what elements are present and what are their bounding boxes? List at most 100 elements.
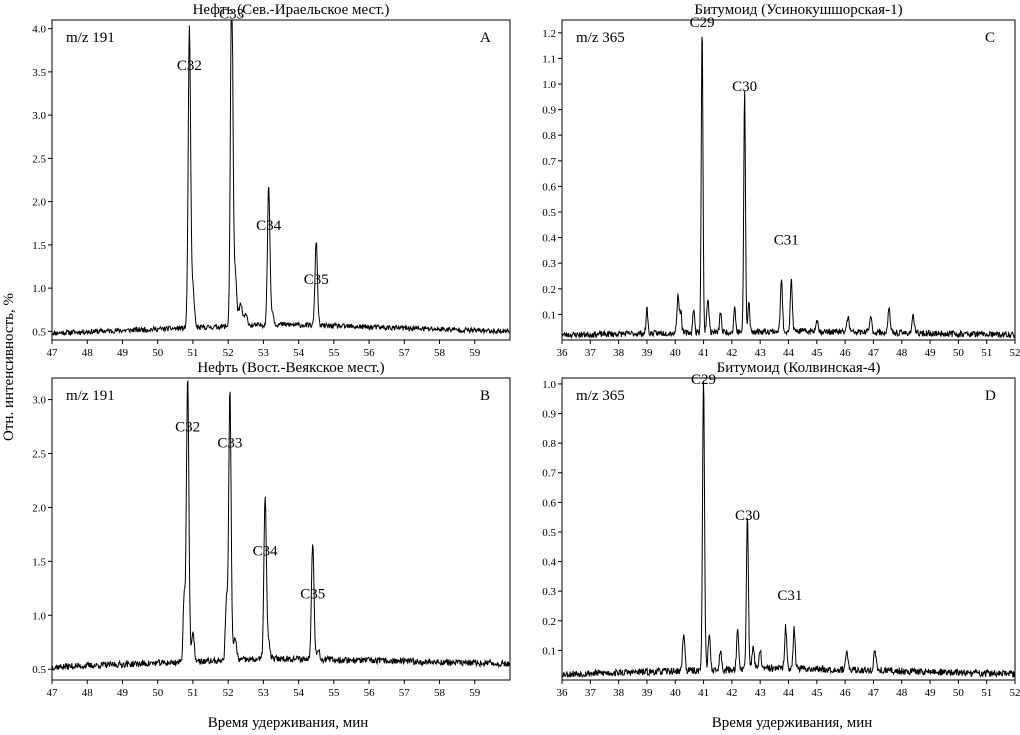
y-tick-label: 1.0	[32, 283, 46, 295]
panel-title: Нефть (Вост.-Веякское мест.)	[197, 360, 384, 376]
x-tick-label: 36	[557, 687, 569, 699]
y-tick-label: 2.5	[32, 153, 46, 165]
x-tick-label: 55	[328, 347, 340, 359]
y-tick-label: 1.5	[32, 556, 46, 568]
x-tick-label: 40	[670, 687, 682, 699]
x-tick-label: 42	[726, 687, 737, 699]
x-tick-label: 47	[47, 687, 59, 699]
peak-label-c33: C33	[217, 436, 242, 452]
x-tick-label: 53	[258, 687, 270, 699]
y-tick-label: 3.0	[32, 110, 46, 122]
peak-label-c29: C29	[691, 372, 716, 388]
x-tick-label: 51	[981, 687, 992, 699]
x-tick-label: 54	[293, 687, 305, 699]
peak-label-c35: C35	[300, 587, 325, 603]
peak-label-c34: C34	[256, 218, 282, 234]
peak-label-c30: C30	[732, 79, 757, 95]
x-tick-label: 40	[670, 347, 682, 359]
x-tick-label: 49	[117, 687, 129, 699]
panel-title: Нефть (Сев.-Ираельское мест.)	[193, 2, 390, 18]
x-tick-label: 46	[840, 347, 852, 359]
plot-frame	[561, 19, 1016, 341]
x-tick-label: 44	[783, 347, 795, 359]
x-tick-label: 50	[953, 347, 965, 359]
y-tick-label: 0.8	[542, 130, 556, 142]
x-tick-label: 51	[187, 687, 198, 699]
chromatogram-trace	[561, 380, 1016, 679]
x-tick-label: 36	[557, 347, 569, 359]
x-tick-label: 39	[641, 687, 653, 699]
x-tick-label: 52	[223, 687, 234, 699]
x-tick-label: 50	[953, 687, 965, 699]
y-axis-title: Отн. интенсивность, %	[1, 293, 17, 441]
y-tick-label: 3.5	[32, 67, 46, 79]
y-tick-label: 1.0	[542, 79, 556, 91]
x-tick-label: 45	[811, 347, 823, 359]
x-tick-label: 49	[925, 687, 937, 699]
ion-label: m/z 191	[66, 388, 115, 404]
y-tick-label: 2.5	[32, 449, 46, 461]
x-tick-label: 58	[434, 687, 446, 699]
peak-label-c30: C30	[735, 508, 760, 524]
panel-title: Битумоид (Усинокушшорская-1)	[694, 2, 902, 18]
y-tick-label: 0.3	[542, 586, 556, 598]
x-tick-label: 50	[152, 347, 164, 359]
x-tick-label: 48	[82, 687, 94, 699]
chromatogram-trace	[561, 36, 1016, 340]
x-tick-label: 49	[925, 347, 937, 359]
ion-label: m/z 365	[576, 388, 625, 404]
peak-label-c33: C33	[219, 6, 244, 22]
x-tick-label: 41	[698, 347, 709, 359]
x-tick-label: 49	[117, 347, 129, 359]
x-tick-label: 57	[399, 347, 411, 359]
peak-label-c35: C35	[304, 272, 329, 288]
y-tick-label: 4.0	[32, 24, 46, 36]
x-tick-label: 56	[364, 347, 376, 359]
x-tick-label: 42	[726, 347, 737, 359]
peak-label-c32: C32	[177, 58, 202, 74]
x-tick-label: 37	[585, 687, 597, 699]
chart-panel-D: 36 37 38 39 40 41 42 43 44 45 46 47 48 49 50 51 52 0.1 0.2…	[542, 360, 1020, 699]
x-tick-label: 52	[223, 347, 234, 359]
x-tick-label: 41	[698, 687, 709, 699]
x-tick-label: 45	[811, 687, 823, 699]
panel-letter: D	[985, 388, 996, 404]
x-tick-label: 47	[868, 687, 880, 699]
y-tick-label: 0.3	[542, 258, 556, 270]
x-tick-label: 51	[981, 347, 992, 359]
x-tick-label: 39	[641, 347, 653, 359]
y-tick-label: 0.7	[542, 156, 556, 168]
ion-label: m/z 191	[66, 30, 115, 46]
x-tick-label: 38	[613, 347, 625, 359]
x-tick-label: 56	[364, 687, 376, 699]
y-tick-label: 0.2	[542, 616, 556, 628]
peak-label-c31: C31	[777, 588, 802, 604]
x-tick-label: 55	[328, 687, 340, 699]
y-tick-label: 1.5	[32, 240, 46, 252]
y-tick-label: 0.7	[542, 468, 556, 480]
x-axis-title-right: Время удерживания, мин	[712, 715, 873, 731]
plot-frame	[51, 377, 511, 681]
y-tick-label: 2.0	[32, 197, 46, 209]
x-tick-label: 59	[469, 347, 481, 359]
y-tick-label: 0.1	[542, 645, 556, 657]
y-tick-label: 1.2	[542, 28, 556, 40]
x-tick-label: 43	[755, 347, 767, 359]
chromatogram-trace	[51, 379, 511, 671]
y-tick-label: 0.1	[542, 309, 556, 321]
x-tick-label: 48	[896, 687, 908, 699]
x-tick-label: 44	[783, 687, 795, 699]
panel-title: Битумоид (Колвинская-4)	[717, 360, 881, 376]
y-tick-label: 0.4	[542, 557, 556, 569]
y-tick-label: 0.6	[542, 181, 556, 193]
x-tick-label: 47	[47, 347, 59, 359]
panel-letter: C	[985, 30, 995, 46]
chart-panel-C: 36 37 38 39 40 41 42 43 44 45 46 47 48 49 50 51 52 0.1 0.2…	[542, 2, 1020, 359]
plot-frame	[51, 19, 511, 341]
panel-letter: B	[480, 388, 490, 404]
x-tick-label: 59	[469, 687, 481, 699]
chromatogram-trace	[51, 19, 511, 337]
y-tick-label: 0.2	[542, 284, 556, 296]
y-tick-label: 0.5	[32, 664, 46, 676]
peak-label-c32: C32	[175, 419, 200, 435]
